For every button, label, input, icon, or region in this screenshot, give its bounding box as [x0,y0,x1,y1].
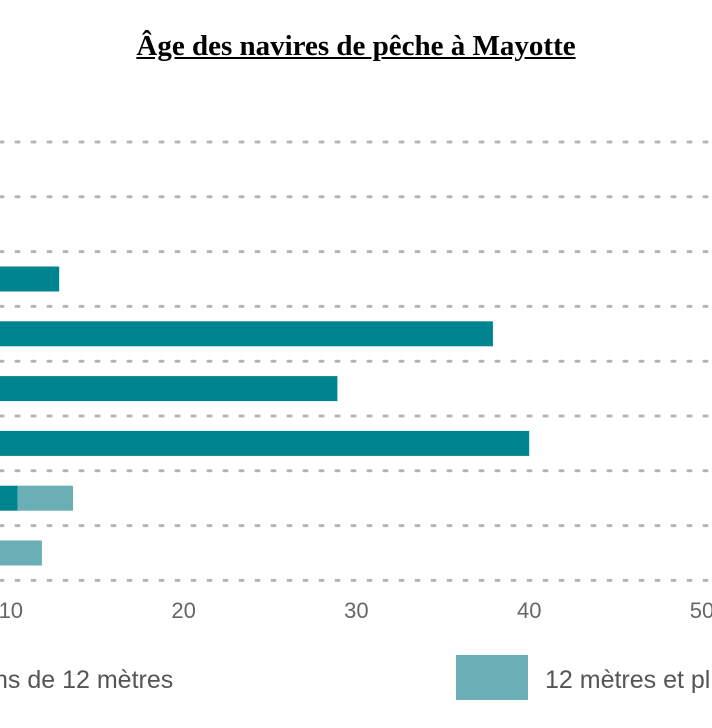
x-tick-label: 10 [0,598,23,623]
legend-label-under-12m: ns de 12 mètres [0,666,173,694]
chart-title: Âge des navires de pêche à Mayotte [136,30,576,62]
bar-under-12m [0,376,338,402]
legend-swatch-12m-and-over [456,655,528,700]
x-tick-label: 40 [517,598,541,623]
legend: ns de 12 mètres 12 mètres et pl [0,655,710,700]
x-tick-label: 50 [690,598,712,623]
bar-under-12m [0,321,493,347]
x-tick-label: 20 [171,598,195,623]
grid-lines [0,140,712,582]
x-tick-label: 30 [344,598,368,623]
legend-label-12m-and-over: 12 mètres et pl [545,666,710,694]
bars [0,266,530,566]
bar-12m-and-over [17,485,74,511]
bar-12m-and-over [0,540,42,566]
bar-under-12m [0,485,18,511]
bar-under-12m [0,266,60,292]
bar-under-12m [0,430,530,456]
x-axis-ticks: 10 20 30 40 50 [0,598,712,623]
